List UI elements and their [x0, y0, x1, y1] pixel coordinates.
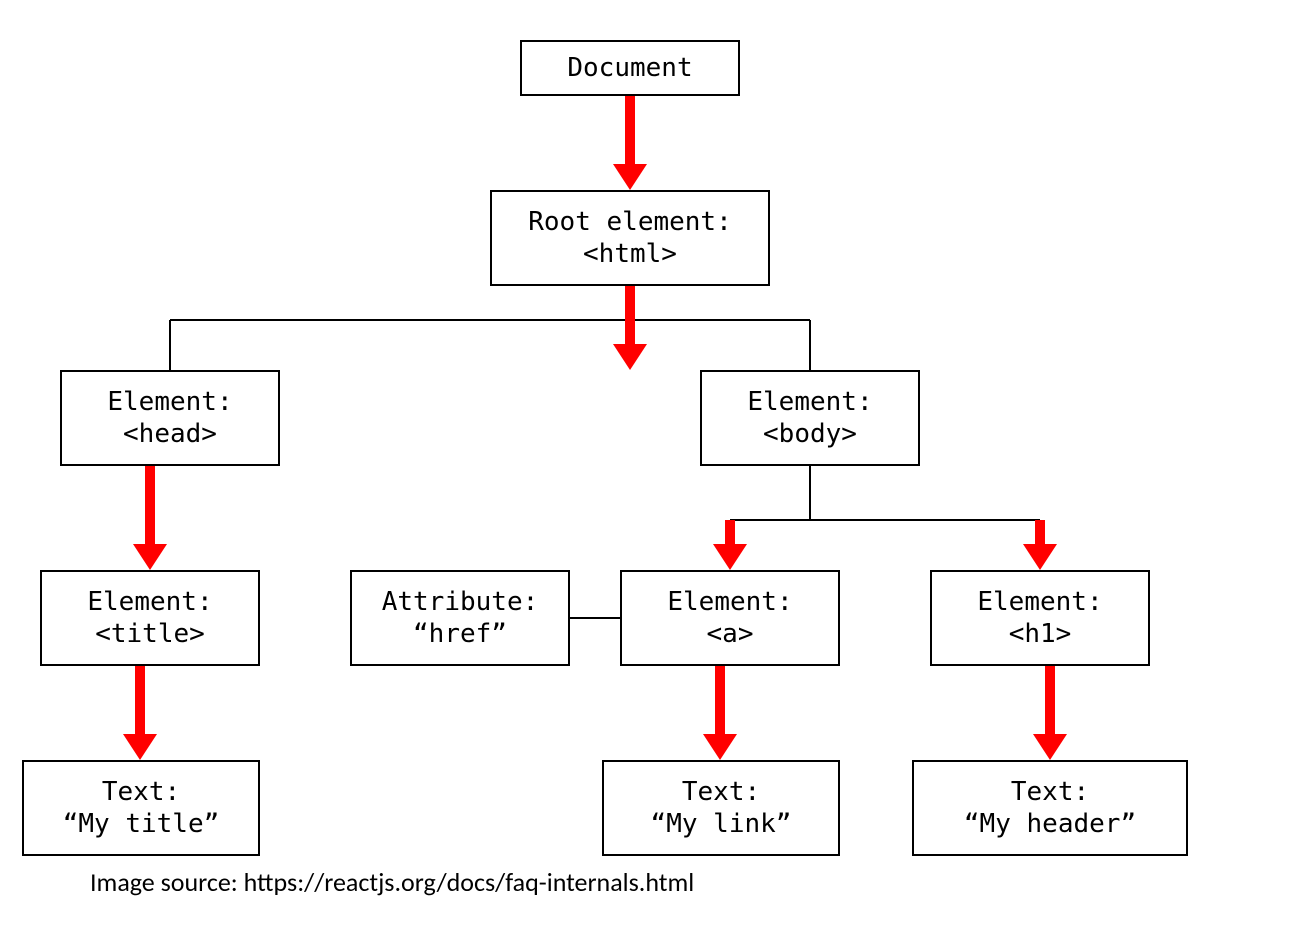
tree-node-line: Attribute:: [382, 586, 539, 619]
tree-node-line: <title>: [95, 618, 205, 651]
tree-node-line: “href”: [413, 618, 507, 651]
tree-node-line: Element:: [747, 386, 872, 419]
tree-node-a: Element:<a>: [620, 570, 840, 666]
tree-node-line: “My header”: [964, 808, 1136, 841]
tree-node-line: Text:: [1011, 776, 1089, 809]
tree-node-line: Element:: [87, 586, 212, 619]
image-source-caption: Image source: https://reactjs.org/docs/f…: [90, 866, 694, 898]
tree-node-line: Text:: [102, 776, 180, 809]
dom-tree-diagram: DocumentRoot element:<html>Element:<head…: [0, 0, 1296, 934]
tree-node-html: Root element:<html>: [490, 190, 770, 286]
tree-node-line: Document: [567, 52, 692, 85]
arrow-head-icon: [713, 544, 747, 570]
arrow-head-icon: [613, 344, 647, 370]
tree-node-line: Element:: [107, 386, 232, 419]
tree-node-attr_href: Attribute:“href”: [350, 570, 570, 666]
tree-node-line: “My title”: [63, 808, 220, 841]
arrow-head-icon: [133, 544, 167, 570]
arrow-head-icon: [123, 734, 157, 760]
tree-node-body: Element:<body>: [700, 370, 920, 466]
tree-node-line: Element:: [667, 586, 792, 619]
tree-node-line: <html>: [583, 238, 677, 271]
tree-node-h1: Element:<h1>: [930, 570, 1150, 666]
tree-node-line: “My link”: [651, 808, 792, 841]
arrow-head-icon: [703, 734, 737, 760]
tree-node-title: Element:<title>: [40, 570, 260, 666]
tree-node-line: <head>: [123, 418, 217, 451]
tree-node-line: <a>: [707, 618, 754, 651]
tree-node-line: Root element:: [528, 206, 732, 239]
tree-node-text_title: Text:“My title”: [22, 760, 260, 856]
arrow-head-icon: [613, 164, 647, 190]
tree-node-text_link: Text:“My link”: [602, 760, 840, 856]
tree-node-head: Element:<head>: [60, 370, 280, 466]
tree-node-document: Document: [520, 40, 740, 96]
tree-node-line: Text:: [682, 776, 760, 809]
tree-node-line: <h1>: [1009, 618, 1072, 651]
arrow-head-icon: [1033, 734, 1067, 760]
arrow-head-icon: [1023, 544, 1057, 570]
tree-node-line: <body>: [763, 418, 857, 451]
tree-node-line: Element:: [977, 586, 1102, 619]
tree-node-text_hdr: Text:“My header”: [912, 760, 1188, 856]
